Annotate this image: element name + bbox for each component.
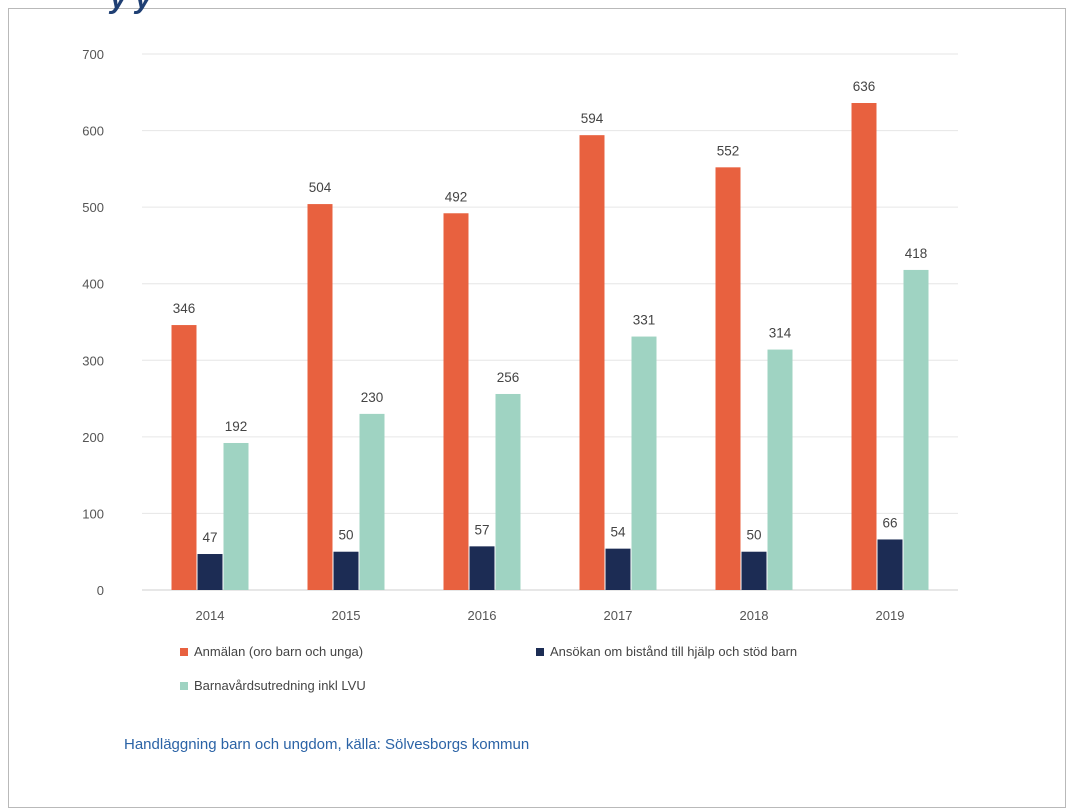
bar — [495, 393, 521, 590]
bar — [605, 548, 631, 590]
x-tick-label: 2018 — [740, 608, 769, 623]
legend-label: Barnavårdsutredning inkl LVU — [194, 678, 366, 693]
data-label: 346 — [173, 301, 196, 316]
y-axis-tick-labels: 0 100 200 300 400 500 600 700 — [82, 47, 104, 598]
bars — [171, 103, 929, 591]
y-tick-label: 0 — [97, 583, 104, 598]
data-label: 57 — [474, 522, 489, 537]
data-label: 54 — [610, 525, 626, 540]
bar — [171, 325, 197, 590]
bar — [741, 551, 767, 590]
data-label: 50 — [338, 528, 353, 543]
bar — [469, 546, 495, 590]
bar — [715, 167, 741, 590]
data-label: 50 — [746, 528, 761, 543]
bar — [307, 204, 333, 590]
y-tick-label: 300 — [82, 353, 104, 368]
bar — [903, 269, 929, 590]
data-label: 331 — [633, 313, 656, 328]
bar — [851, 103, 877, 591]
bar-chart: 0 100 200 300 400 500 600 700 346 47 192 504 50 230 4… — [82, 47, 958, 693]
y-tick-label: 700 — [82, 47, 104, 62]
data-label: 504 — [309, 180, 332, 195]
legend-swatch — [180, 648, 188, 656]
y-tick-label: 600 — [82, 124, 104, 139]
bar — [767, 349, 793, 590]
bar — [359, 413, 385, 590]
data-label: 418 — [905, 246, 928, 261]
legend-swatch — [536, 648, 544, 656]
legend-label: Anmälan (oro barn och unga) — [194, 644, 363, 659]
y-tick-label: 100 — [82, 506, 104, 521]
data-label: 636 — [853, 79, 876, 94]
data-label: 314 — [769, 326, 792, 341]
bar — [197, 554, 223, 590]
bar — [877, 539, 903, 590]
x-tick-label: 2015 — [332, 608, 361, 623]
data-label: 256 — [497, 370, 520, 385]
data-label: 552 — [717, 143, 740, 158]
bar — [579, 135, 605, 590]
y-tick-label: 200 — [82, 430, 104, 445]
bar — [631, 336, 657, 590]
gridlines — [142, 53, 958, 591]
bar — [443, 213, 469, 591]
legend-label: Ansökan om bistånd till hjälp och stöd b… — [550, 644, 797, 659]
data-labels: 346 47 192 504 50 230 492 57 256 594 54 331 552 50 314… — [173, 79, 928, 545]
data-label: 66 — [882, 515, 897, 530]
data-label: 230 — [361, 390, 384, 405]
x-tick-label: 2017 — [604, 608, 633, 623]
x-tick-label: 2016 — [468, 608, 497, 623]
data-label: 192 — [225, 419, 248, 434]
data-label: 594 — [581, 111, 604, 126]
data-label: 492 — [445, 189, 468, 204]
x-tick-label: 2019 — [876, 608, 905, 623]
x-tick-label: 2014 — [196, 608, 225, 623]
y-tick-label: 400 — [82, 277, 104, 292]
data-label: 47 — [202, 530, 217, 545]
legend: Anmälan (oro barn och unga) Ansökan om bi… — [180, 644, 797, 693]
legend-swatch — [180, 682, 188, 690]
y-tick-label: 500 — [82, 200, 104, 215]
figure-caption: Handläggning barn och ungdom, källa: Söl… — [124, 736, 530, 753]
bar — [223, 442, 249, 590]
bar — [333, 551, 359, 590]
cropped-title: y y — [110, 0, 152, 16]
x-axis-tick-labels: 2014 2015 2016 2017 2018 2019 — [196, 608, 905, 623]
